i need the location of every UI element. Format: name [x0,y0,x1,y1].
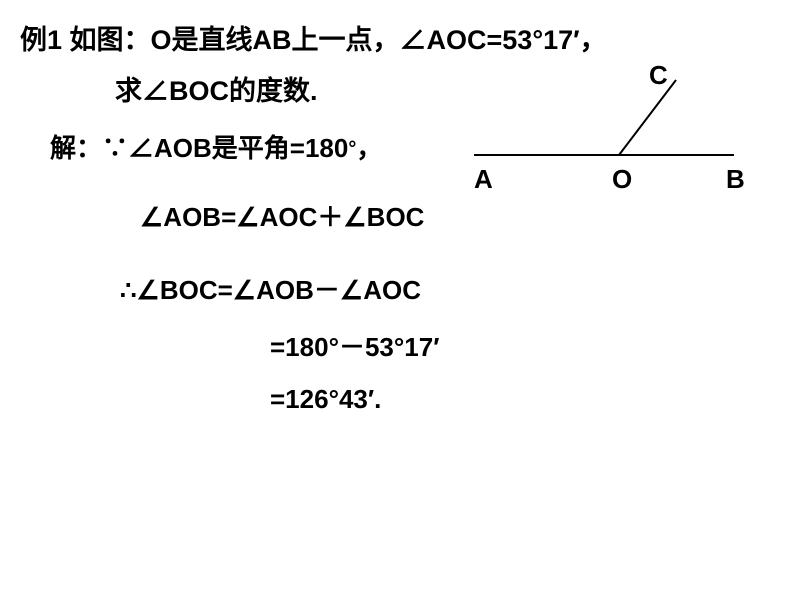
ray-oc [619,80,676,155]
solution-text-1b: ， [356,133,382,163]
geometry-diagram: A O B C [454,60,754,200]
solution-line-4: =180°－53°17′ [20,327,774,364]
degree-symbol-small: ° [348,138,356,160]
solution-text-1a: 解：∵∠AOB是平角=180 [50,133,348,163]
solution-line-3: ∴∠BOC=∠AOB－∠AOC [20,270,774,307]
label-a: A [474,164,493,194]
solution-line-2: ∠AOB=∠AOC＋∠BOC [20,197,774,234]
label-c: C [649,60,668,90]
label-o: O [612,164,632,194]
slide-content: 例1 如图：O是直线AB上一点，∠AOC=53°17′， 求∠BOC的度数. 解… [0,0,794,449]
problem-line-1: 例1 如图：O是直线AB上一点，∠AOC=53°17′， [20,18,774,57]
label-b: B [726,164,745,194]
solution-line-5: =126°43′. [20,384,774,415]
